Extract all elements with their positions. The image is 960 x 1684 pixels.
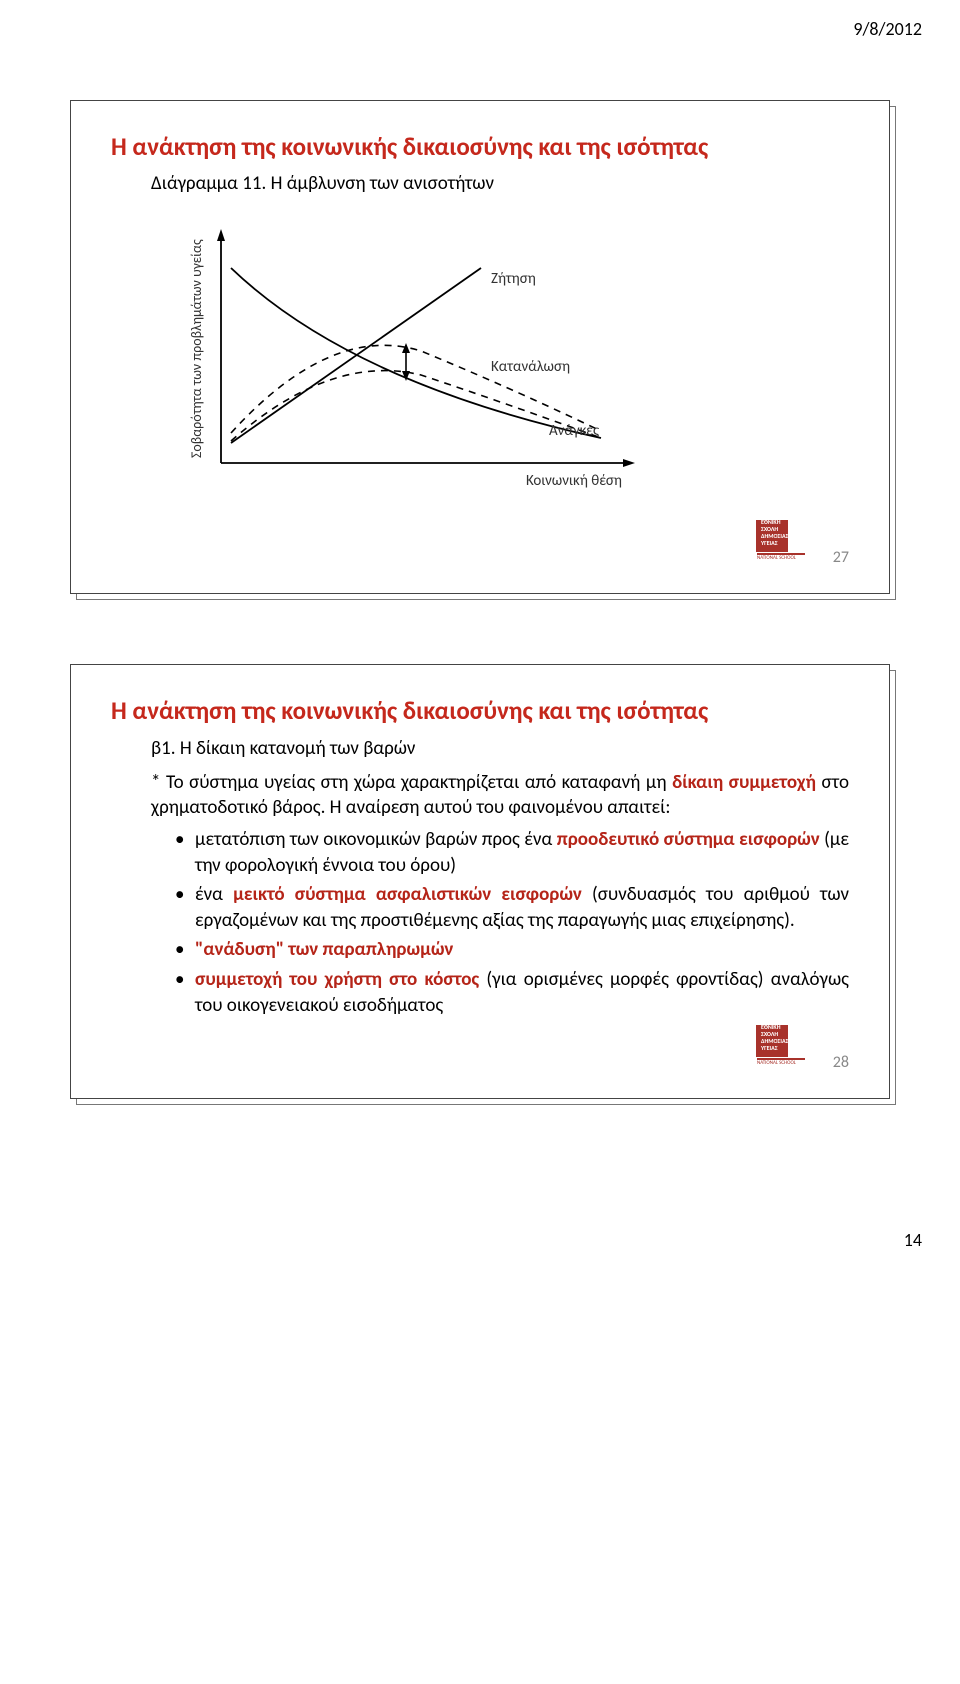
- y-axis-arrow-icon: [217, 229, 225, 241]
- bullet-list: μετατόπιση των οικονομικών βαρών προς έν…: [175, 827, 849, 1018]
- slide-1-subtitle: Διάγραμμα 11. Η άμβλυνση των ανισοτήτων: [151, 172, 849, 195]
- star-paragraph: * Το σύστημα υγείας στη χώρα χαρακτηρίζε…: [151, 770, 849, 821]
- slide-1-number: 27: [827, 548, 849, 567]
- label-needs: Ανάγκες: [549, 422, 600, 440]
- slide-1: Η ανάκτηση της κοινωνικής δικαιοσύνης κα…: [70, 100, 890, 594]
- chart: Ζήτηση Κατανάλωση Ανάγκες Κοινωνική θέση…: [171, 213, 671, 513]
- slide-body: Η ανάκτηση της κοινωνικής δικαιοσύνης κα…: [70, 100, 890, 594]
- label-demand: Ζήτηση: [491, 270, 536, 288]
- gap-arrow-up-icon: [402, 343, 410, 353]
- x-axis-label: Κοινωνική θέση: [526, 472, 622, 490]
- star-pre: * Το σύστημα υγείας στη χώρα χαρακτηρίζε…: [151, 771, 672, 794]
- slide-body: Η ανάκτηση της κοινωνικής δικαιοσύνης κα…: [70, 664, 890, 1099]
- star-strong: δίκαιη συμμετοχή: [672, 771, 816, 794]
- list-item: μετατόπιση των οικονομικών βαρών προς έν…: [175, 827, 849, 878]
- logo-icon: ΕΘΝΙΚΗΣΧΟΛΗΔΗΜΟΣΙΑΣΥΓΕΙΑΣ NATIONAL SCHOO…: [755, 519, 809, 567]
- b1-heading: β1. Η δίκαιη κατανομή των βαρών: [151, 736, 849, 762]
- list-item: "ανάδυση" των παραπληρωμών: [175, 937, 849, 963]
- slide-2: Η ανάκτηση της κοινωνικής δικαιοσύνης κα…: [70, 664, 890, 1099]
- slide-1-title: Η ανάκτηση της κοινωνικής δικαιοσύνης κα…: [111, 131, 849, 162]
- slide-1-footer: ΕΘΝΙΚΗΣΧΟΛΗΔΗΜΟΣΙΑΣΥΓΕΙΑΣ NATIONAL SCHOO…: [111, 519, 849, 567]
- list-item: ένα μεικτό σύστημα ασφαλιστικών εισφορών…: [175, 882, 849, 933]
- slide-2-body: β1. Η δίκαιη κατανομή των βαρών * Το σύσ…: [111, 736, 849, 1018]
- slide-2-footer: ΕΘΝΙΚΗΣΧΟΛΗΔΗΜΟΣΙΑΣΥΓΕΙΑΣ NATIONAL SCHOO…: [111, 1024, 849, 1072]
- chart-svg: Ζήτηση Κατανάλωση Ανάγκες Κοινωνική θέση…: [171, 213, 671, 513]
- bullet-strong: "ανάδυση" των παραπληρωμών: [195, 938, 453, 961]
- bullet-pre: ένα: [195, 883, 233, 906]
- list-item: συμμετοχή του χρήστη στο κόστος (για ορι…: [175, 967, 849, 1018]
- bullet-strong: προοδευτικό σύστημα εισφορών: [557, 828, 820, 851]
- x-axis-arrow-icon: [623, 459, 635, 467]
- needs-line: [231, 268, 601, 438]
- bullet-pre: μετατόπιση των οικονομικών βαρών προς έν…: [195, 828, 557, 851]
- bullet-strong: μεικτό σύστημα ασφαλιστικών εισφορών: [233, 883, 582, 906]
- bullet-strong: συμμετοχή του χρήστη στο κόστος: [195, 968, 479, 991]
- page-date: 9/8/2012: [0, 0, 960, 40]
- logo-icon: ΕΘΝΙΚΗΣΧΟΛΗΔΗΜΟΣΙΑΣΥΓΕΙΑΣ NATIONAL SCHOO…: [755, 1024, 809, 1072]
- slide-2-number: 28: [827, 1053, 849, 1072]
- y-axis-label: Σοβαρότητα των προβλημάτων υγείας: [188, 239, 205, 458]
- page-number: 14: [0, 1169, 960, 1271]
- slide-2-title: Η ανάκτηση της κοινωνικής δικαιοσύνης κα…: [111, 695, 849, 726]
- label-consumption: Κατανάλωση: [491, 358, 570, 376]
